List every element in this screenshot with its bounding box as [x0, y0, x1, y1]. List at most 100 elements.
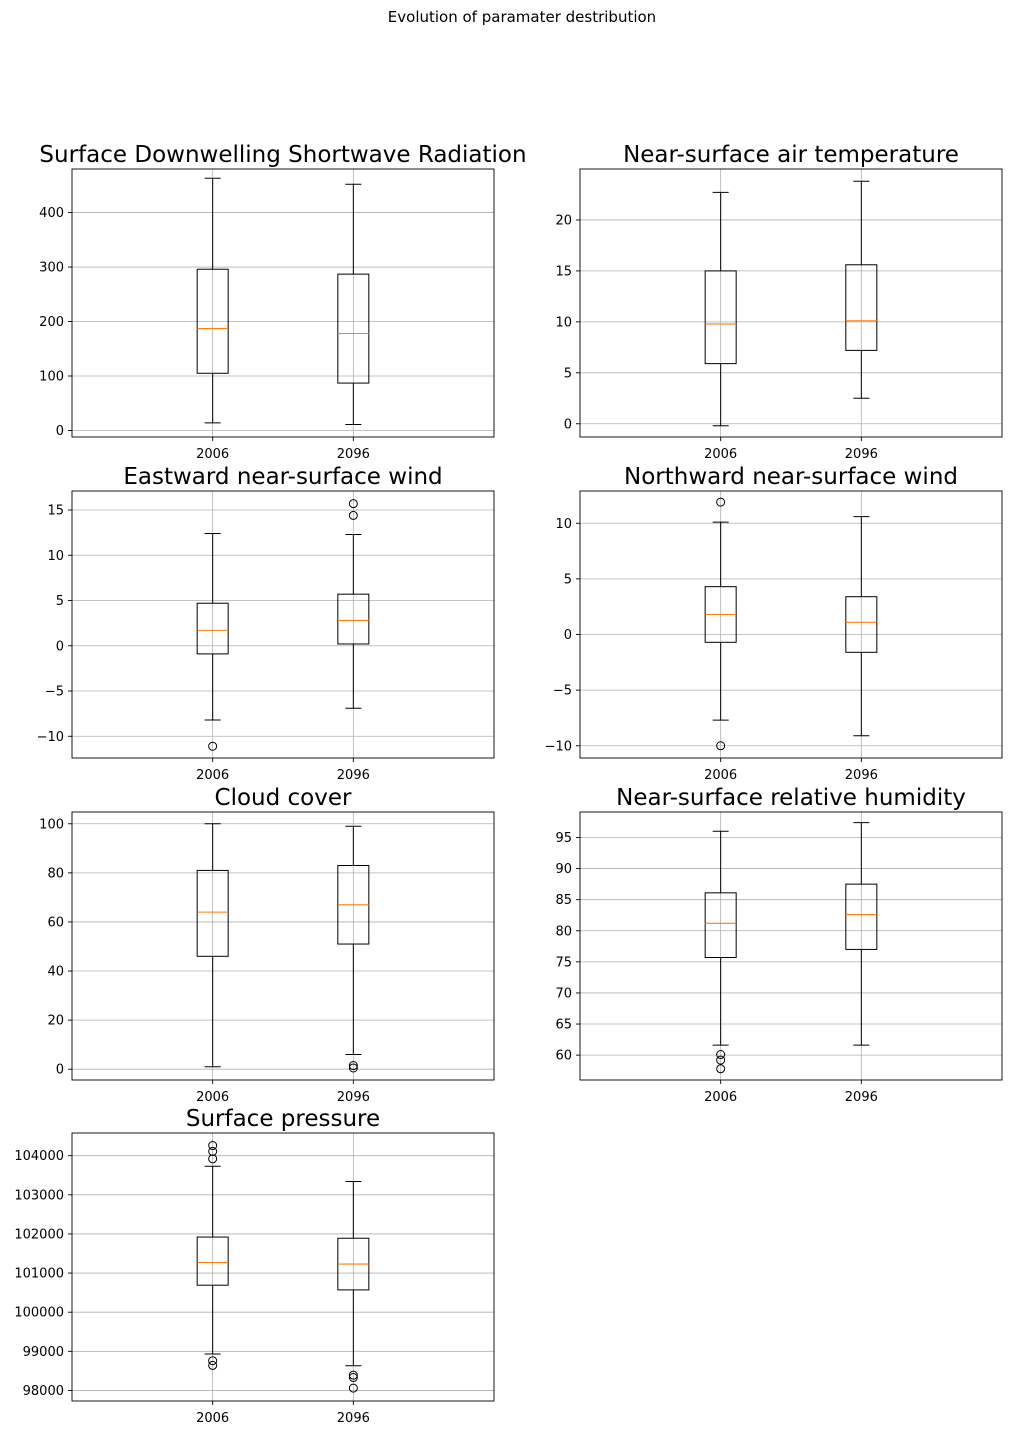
outlier-point: [208, 741, 218, 751]
subplot-title: Northward near-surface wind: [624, 464, 958, 490]
box-2096: [337, 499, 370, 709]
outlier-point: [348, 1063, 358, 1073]
y-tick-label: 100: [39, 817, 64, 832]
y-tick-label: 0: [564, 417, 572, 432]
y-tick-label: 0: [56, 424, 64, 439]
y-tick-label: 20: [555, 213, 572, 228]
y-tick-label: 101000: [14, 1267, 64, 1282]
x-tick-label: 2096: [337, 1411, 370, 1426]
x-tick-label: 2096: [845, 1090, 878, 1105]
iqr-box: [845, 264, 878, 351]
y-tick-label: 85: [555, 893, 572, 908]
axes-frame: [71, 168, 495, 438]
y-tick-label: −10: [545, 739, 572, 754]
axes-frame: [71, 1132, 495, 1402]
x-tick-label: 2006: [196, 1090, 229, 1105]
y-tick-label: 15: [47, 504, 64, 519]
y-tick-label: 0: [56, 639, 64, 654]
iqr-box: [704, 892, 737, 959]
y-tick-label: 60: [47, 915, 64, 930]
axes-frame: [579, 168, 1003, 438]
box-2006: [704, 497, 737, 751]
outlier-point: [716, 1064, 726, 1074]
y-tick-label: 75: [555, 955, 572, 970]
y-tick-label: 90: [555, 862, 572, 877]
y-tick-label: 100000: [14, 1306, 64, 1321]
iqr-box: [196, 268, 229, 374]
subplot-1: 0 100 200 300 400 2006 2096 Surface Downwelling…: [39, 142, 526, 462]
y-tick-label: −5: [553, 684, 572, 699]
x-tick-label: 2006: [704, 1090, 737, 1105]
outlier-point: [208, 1360, 218, 1370]
outlier-point: [208, 1146, 218, 1156]
subplot-2: 0 5 10 15 20 2006 2096 Near-surface air tempera…: [555, 142, 1003, 462]
outlier-point: [208, 1154, 218, 1164]
box-2006: [196, 533, 229, 751]
y-tick-label: 70: [555, 986, 572, 1001]
y-tick-label: −5: [45, 685, 64, 700]
box-2096: [845, 822, 878, 1046]
box-2006: [704, 191, 737, 427]
box-2006: [196, 1141, 229, 1370]
outlier-point: [348, 1383, 358, 1393]
subplot-title: Near-surface air temperature: [623, 142, 959, 168]
iqr-box: [196, 869, 229, 957]
subplot-title: Surface Downwelling Shortwave Radiation: [39, 142, 526, 168]
figure-title: Evolution of paramater destribution: [387, 8, 657, 26]
box-2096: [337, 825, 370, 1073]
y-tick-label: 300: [39, 261, 64, 276]
box-2096: [845, 180, 878, 399]
outlier-point: [716, 1055, 726, 1065]
x-tick-label: 2006: [196, 447, 229, 462]
x-tick-label: 2006: [704, 768, 737, 783]
y-tick-label: 0: [56, 1063, 64, 1078]
box-2096: [337, 1181, 370, 1393]
y-tick-label: 104000: [14, 1149, 64, 1164]
outlier-point: [208, 1141, 218, 1151]
iqr-box: [845, 596, 878, 653]
box-2006: [196, 823, 229, 1068]
iqr-box: [845, 883, 878, 950]
y-tick-label: −10: [37, 730, 64, 745]
y-tick-label: 20: [47, 1014, 64, 1029]
outlier-point: [348, 1373, 358, 1383]
box-2006: [704, 830, 737, 1074]
y-tick-label: 65: [555, 1018, 572, 1033]
y-tick-label: 5: [56, 594, 64, 609]
iqr-box: [196, 1236, 229, 1286]
x-tick-label: 2006: [704, 447, 737, 462]
subplot-7: 98000 99000 100000 101000 102000 103000 104000…: [14, 1106, 495, 1426]
iqr-box: [196, 602, 229, 655]
outlier-point: [716, 1050, 726, 1060]
y-tick-label: 10: [555, 315, 572, 330]
subplot-title: Eastward near-surface wind: [123, 464, 442, 490]
x-tick-label: 2096: [337, 447, 370, 462]
y-tick-label: 10: [555, 517, 572, 532]
axes-frame: [579, 490, 1003, 759]
subplot-title: Surface pressure: [186, 1106, 380, 1132]
y-tick-label: 80: [555, 924, 572, 939]
y-tick-label: 103000: [14, 1188, 64, 1203]
outlier-point: [348, 510, 358, 520]
x-tick-label: 2006: [196, 768, 229, 783]
y-tick-label: 100: [39, 369, 64, 384]
subplot-4: −10 −5 0 5 10 2006 2096 Northward near-surface …: [545, 464, 1003, 783]
y-tick-label: 40: [47, 965, 64, 980]
x-tick-label: 2096: [337, 1090, 370, 1105]
y-tick-label: 400: [39, 206, 64, 221]
outlier-point: [348, 1061, 358, 1071]
outlier-point: [348, 1370, 358, 1380]
x-tick-label: 2096: [845, 447, 878, 462]
subplot-6: 60 65 70 75 80 85 90 95 2006 2096 Near-surface rel…: [555, 785, 1003, 1105]
subplot-title: Near-surface relative humidity: [616, 785, 966, 811]
y-tick-label: 5: [564, 572, 572, 587]
x-tick-label: 2096: [845, 768, 878, 783]
axes-frame: [71, 490, 495, 759]
y-tick-label: 200: [39, 315, 64, 330]
y-tick-label: 80: [47, 866, 64, 881]
iqr-box: [337, 273, 370, 384]
box-2006: [196, 177, 229, 424]
outlier-point: [348, 499, 358, 509]
y-tick-label: 95: [555, 831, 572, 846]
